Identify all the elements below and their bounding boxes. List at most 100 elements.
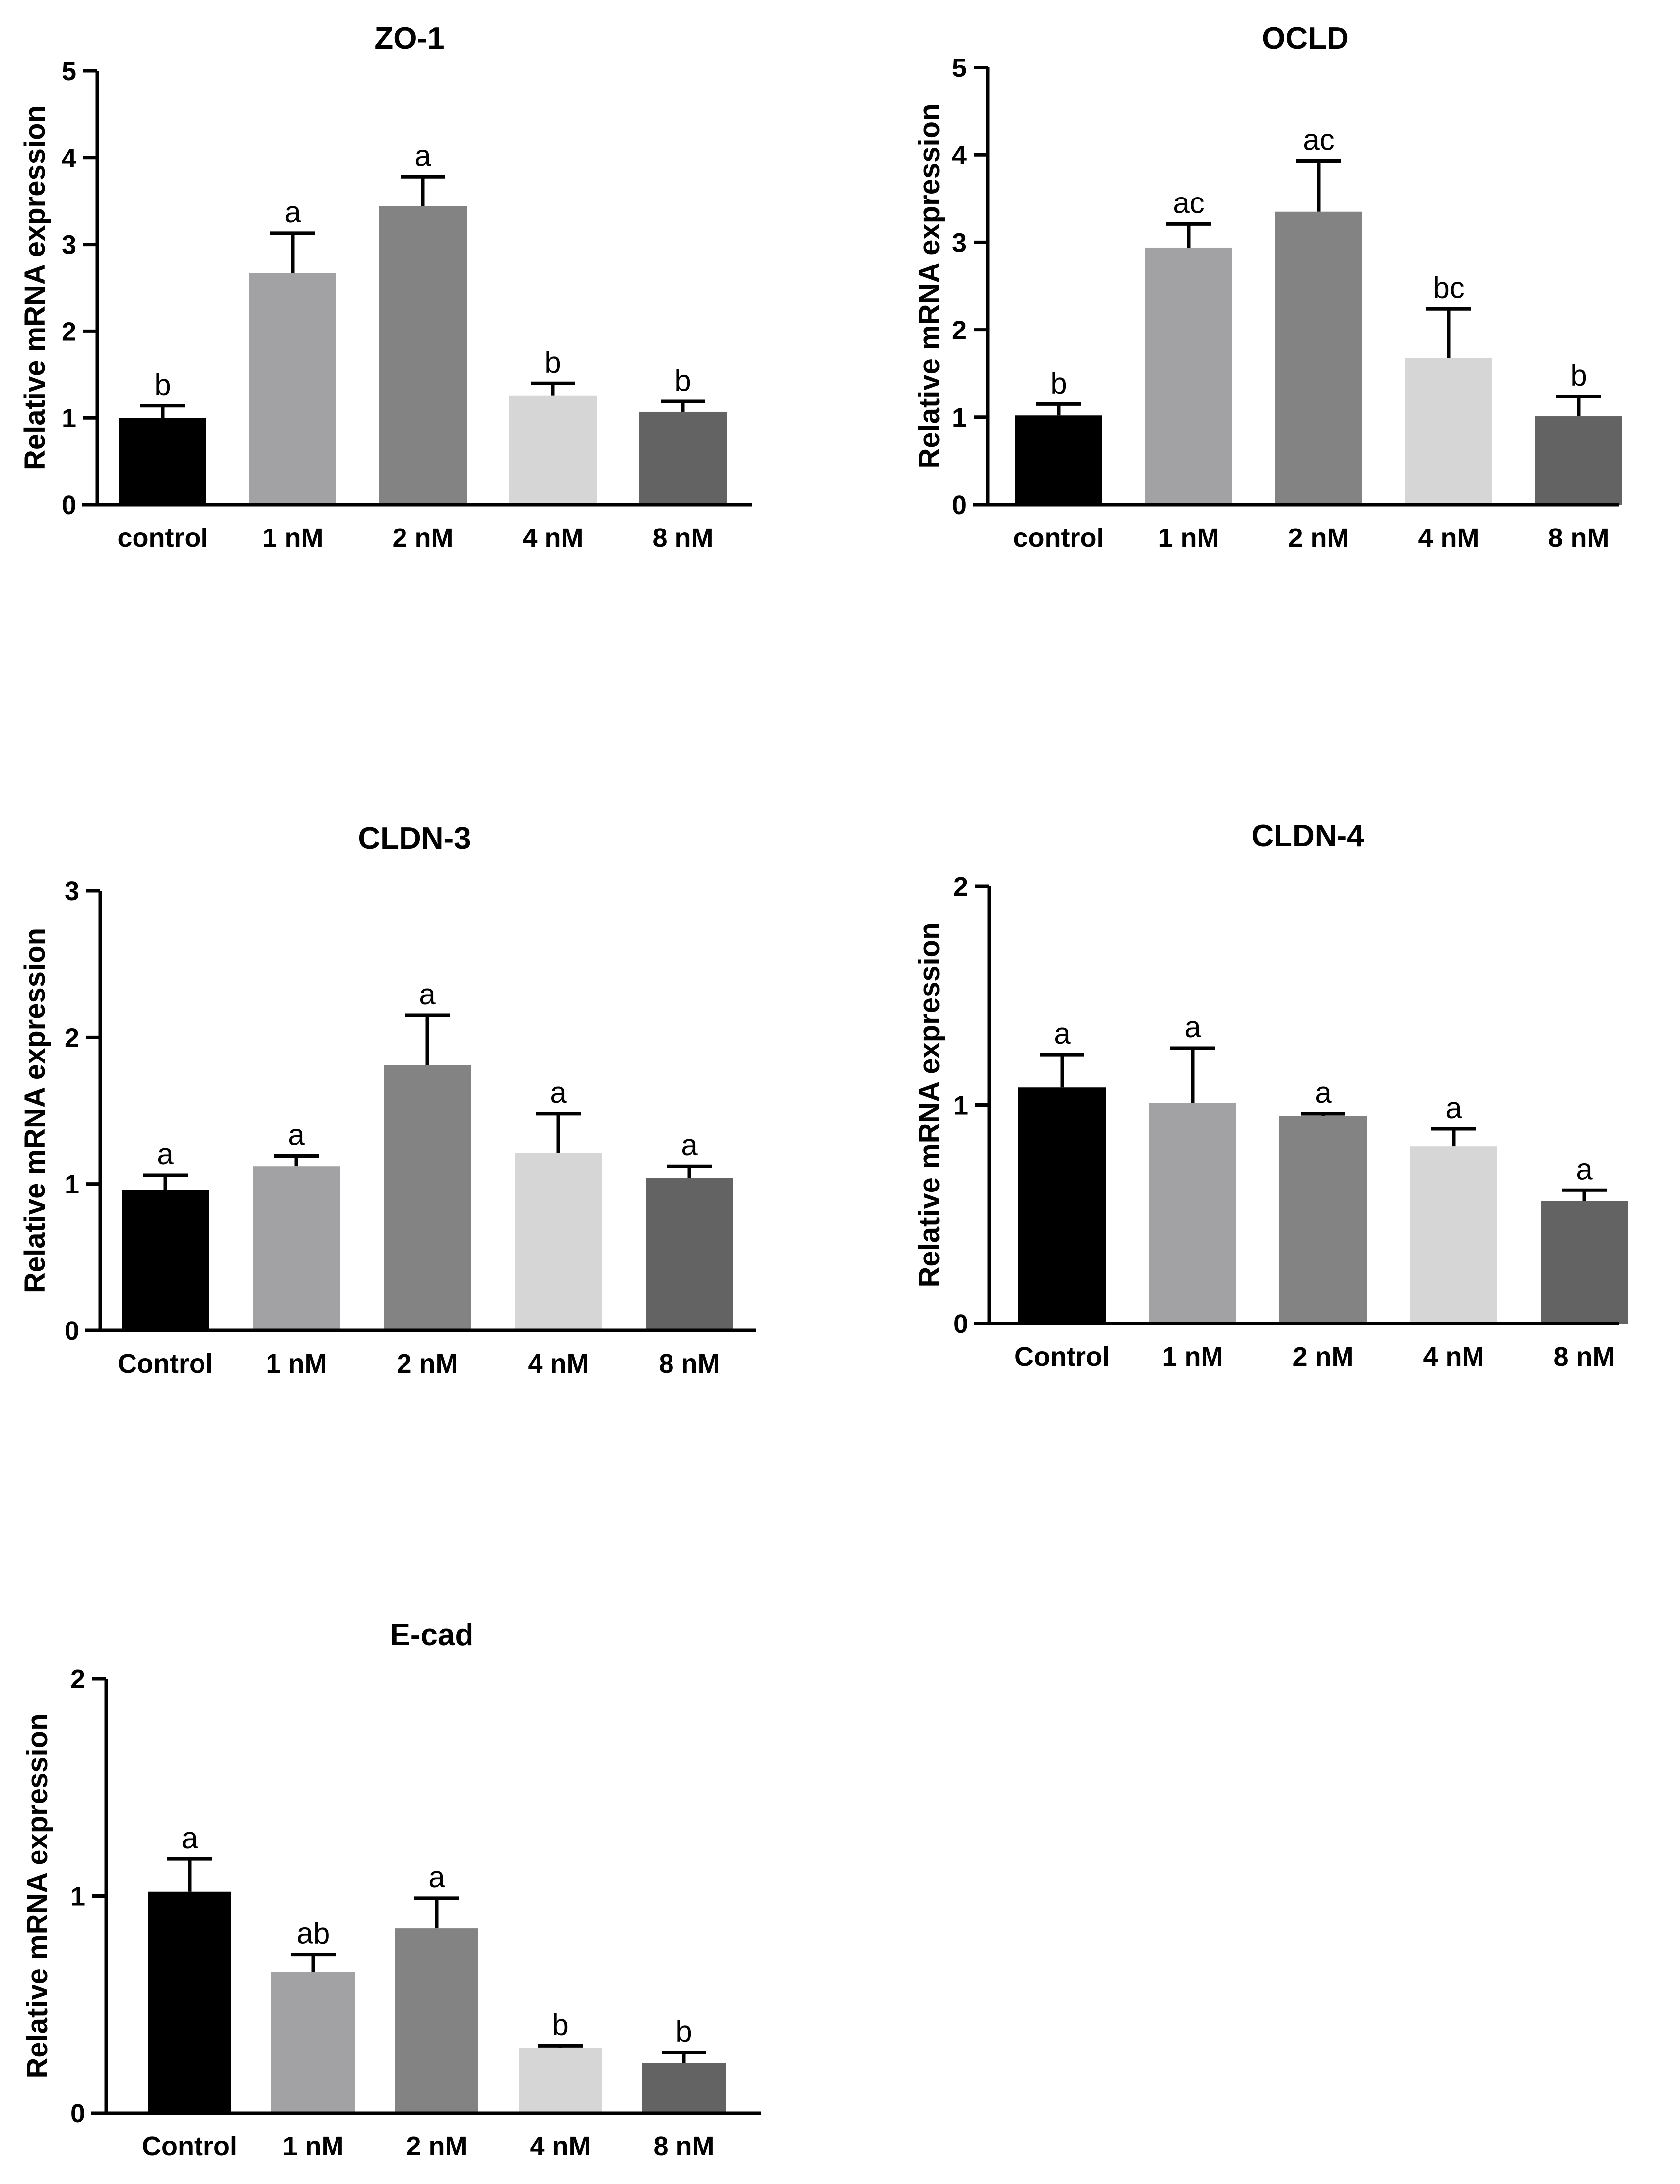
y-axis-label: Relative mRNA expression: [913, 103, 945, 468]
x-tick-label: 1 nM: [262, 523, 323, 553]
y-axis-label: Relative mRNA expression: [19, 105, 51, 470]
x-tick-label: 1 nM: [1158, 523, 1219, 553]
x-tick-label: Control: [118, 1349, 213, 1379]
chart-title: CLDN-4: [1251, 819, 1364, 853]
bar-2-nm: [395, 1928, 478, 2113]
x-tick-label: Control: [142, 2131, 237, 2161]
x-tick-label: 8 nM: [1548, 523, 1609, 553]
y-tick-label: 1: [65, 1170, 79, 1199]
bar-8-nm: [642, 2063, 726, 2113]
significance-label: a: [288, 1119, 305, 1152]
bar-1-nm: [1145, 247, 1232, 505]
chart-title: E-cad: [390, 1618, 474, 1652]
x-tick-label: 2 nM: [406, 2131, 467, 2161]
y-tick-label: 2: [952, 316, 967, 345]
bar-8-nm: [646, 1178, 733, 1330]
significance-label: a: [414, 139, 431, 172]
y-tick-label: 2: [65, 1023, 79, 1053]
bar-8-nm: [1541, 1201, 1628, 1324]
y-tick-label: 2: [953, 872, 968, 902]
bar-1-nm: [1149, 1103, 1236, 1324]
significance-label: a: [1054, 1017, 1071, 1050]
significance-label: b: [552, 2008, 568, 2041]
bar-1-nm: [253, 1166, 340, 1330]
bar-control: [1018, 1087, 1106, 1324]
x-tick-label: 8 nM: [652, 523, 713, 553]
bar-8-nm: [639, 411, 727, 505]
y-axis-label: Relative mRNA expression: [913, 922, 945, 1287]
y-tick-label: 1: [70, 1882, 85, 1912]
significance-label: b: [154, 368, 171, 401]
y-tick-label: 1: [62, 403, 76, 433]
y-tick-label: 1: [952, 403, 967, 433]
y-tick-label: 2: [70, 1664, 85, 1694]
y-tick-label: 0: [65, 1316, 79, 1346]
chart-panel-2: OCLD Relative mRNA expression b control ac 1 …: [913, 21, 1622, 553]
x-tick-label: 4 nM: [1418, 523, 1479, 553]
x-tick-label: Control: [1014, 1342, 1110, 1372]
y-tick-label: 4: [62, 143, 76, 173]
bar-4-nm: [509, 395, 597, 505]
x-tick-label: 2 nM: [1292, 1342, 1353, 1372]
y-tick-label: 1: [953, 1091, 968, 1121]
y-tick-label: 3: [952, 228, 967, 258]
significance-label: bc: [1433, 271, 1464, 304]
bar-1-nm: [249, 273, 336, 505]
x-tick-label: control: [118, 523, 208, 553]
bar-2-nm: [379, 206, 467, 505]
significance-label: b: [675, 2015, 692, 2048]
y-tick-label: 2: [62, 317, 76, 346]
chart-panel-3: CLDN-3 Relative mRNA expression a Control a 1…: [19, 821, 756, 1379]
bar-control: [122, 1190, 209, 1330]
chart-panel-4: CLDN-4 Relative mRNA expression a Control a 1…: [913, 819, 1628, 1372]
x-tick-label: 2 nM: [397, 1349, 458, 1379]
x-tick-label: 8 nM: [653, 2131, 714, 2161]
x-tick-label: 4 nM: [530, 2131, 591, 2161]
y-tick-label: 3: [65, 876, 79, 906]
y-tick-label: 3: [62, 230, 76, 260]
bar-control: [148, 1891, 231, 2113]
y-tick-label: 5: [62, 57, 76, 86]
bar-2-nm: [1279, 1116, 1367, 1324]
x-tick-label: 8 nM: [659, 1349, 720, 1379]
bar-control: [119, 418, 206, 505]
significance-label: a: [181, 1821, 198, 1854]
bar-4-nm: [519, 2048, 602, 2113]
y-tick-label: 0: [952, 490, 967, 520]
significance-label: a: [1445, 1091, 1462, 1125]
x-tick-label: 2 nM: [1288, 523, 1349, 553]
x-tick-label: 4 nM: [528, 1349, 589, 1379]
x-tick-label: control: [1013, 523, 1104, 553]
significance-label: b: [544, 345, 561, 379]
x-tick-label: 2 nM: [392, 523, 453, 553]
significance-label: a: [284, 196, 301, 229]
bar-8-nm: [1535, 416, 1622, 505]
significance-label: a: [1315, 1076, 1332, 1109]
significance-label: a: [681, 1128, 698, 1162]
bar-2-nm: [384, 1065, 471, 1330]
bar-2-nm: [1275, 211, 1362, 505]
significance-label: b: [1050, 366, 1067, 399]
bar-4-nm: [1410, 1146, 1497, 1324]
y-tick-label: 0: [62, 490, 76, 520]
x-tick-label: 1 nM: [266, 1349, 327, 1379]
x-tick-label: 8 nM: [1553, 1342, 1614, 1372]
chart-title: CLDN-3: [358, 821, 470, 856]
bar-1-nm: [271, 1972, 355, 2113]
y-axis-label: Relative mRNA expression: [19, 928, 51, 1293]
y-tick-label: 5: [952, 53, 967, 83]
bar-control: [1015, 415, 1102, 505]
bar-4-nm: [1405, 357, 1492, 505]
significance-label: a: [550, 1076, 567, 1109]
significance-label: a: [419, 978, 436, 1011]
significance-label: ab: [297, 1917, 330, 1950]
x-tick-label: 1 nM: [282, 2131, 343, 2161]
y-tick-label: 4: [952, 140, 967, 170]
significance-label: a: [428, 1860, 445, 1894]
chart-panel-1: ZO-1 Relative mRNA expression b control a 1 n…: [19, 21, 752, 553]
x-tick-label: 4 nM: [1423, 1342, 1484, 1372]
y-axis-label: Relative mRNA expression: [21, 1713, 54, 2078]
significance-label: b: [674, 364, 691, 397]
